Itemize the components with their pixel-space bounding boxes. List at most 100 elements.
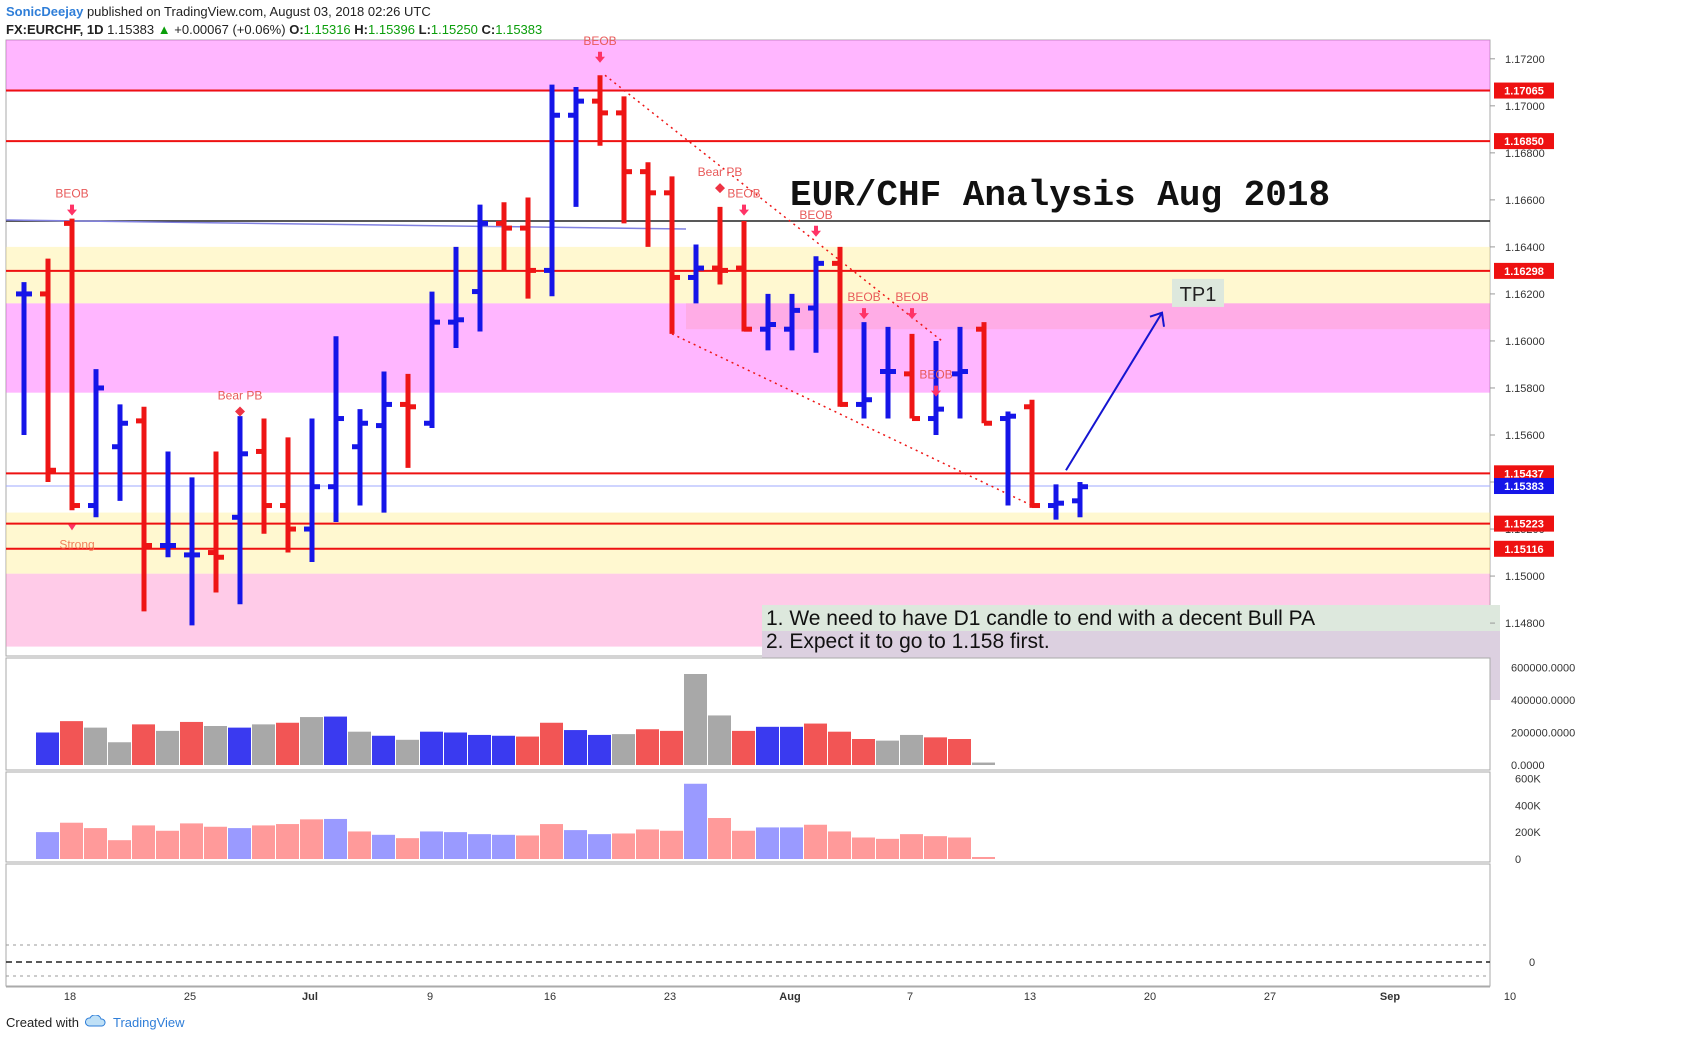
volume-tick-label: 0.0000: [1511, 760, 1545, 772]
x-tick-label: 9: [427, 991, 433, 1003]
y-tick-label: 1.17200: [1505, 54, 1545, 66]
low-value: 1.15250: [430, 22, 478, 37]
volume2-bar: [396, 838, 419, 859]
beob-arrow-icon: [859, 308, 869, 320]
price-label-text: 1.16298: [1504, 266, 1544, 278]
y-tick-label: 1.14800: [1505, 618, 1545, 630]
volume-bar: [420, 731, 443, 765]
volume-bar: [660, 730, 683, 765]
tp1-label: TP1: [1180, 284, 1217, 306]
volume-bar: [948, 739, 971, 765]
high-label: H:: [354, 22, 368, 37]
volume-bar: [228, 727, 251, 765]
volume-bar: [156, 730, 179, 765]
x-tick-label: 7: [907, 991, 913, 1003]
zone-box: [6, 303, 1490, 393]
volume2-bar: [228, 828, 251, 859]
volume-bar: [684, 674, 707, 765]
volume-bar: [876, 740, 899, 765]
note-line: 1. We need to have D1 candle to end with…: [766, 607, 1315, 630]
volume2-bar: [708, 818, 731, 859]
change-value: +0.00067 (+0.06%): [174, 22, 286, 37]
volume-bar: [276, 722, 299, 765]
volume-bar: [252, 724, 275, 765]
marker-label: BEOB: [847, 290, 880, 304]
volume-bar: [372, 735, 395, 765]
volume2-bar: [300, 819, 323, 859]
volume-bar: [132, 724, 155, 765]
volume-bar: [756, 726, 779, 765]
y-tick-label: 1.15000: [1505, 571, 1545, 583]
volume2-bar: [36, 832, 59, 859]
marker-label: Strong: [59, 537, 94, 551]
tradingview-link[interactable]: TradingView: [112, 1015, 185, 1030]
beob-arrow-icon: [67, 204, 77, 216]
volume2-bar: [132, 825, 155, 859]
price-pane: [5, 39, 1491, 657]
x-tick-label: 25: [184, 991, 196, 1003]
y-tick-label: 1.17000: [1505, 101, 1545, 113]
chart-title: EUR/CHF Analysis Aug 2018: [790, 175, 1330, 216]
volume-bar: [828, 731, 851, 765]
zone-box: [6, 40, 1490, 92]
price-label-badge: [1494, 133, 1554, 150]
volume-bar: [84, 727, 107, 765]
publish-text: published on TradingView.com, August 03,…: [86, 4, 431, 19]
volume-bar: [396, 739, 419, 765]
price-label-text: 1.15116: [1504, 544, 1543, 556]
price-label-badge: [1494, 262, 1554, 279]
volume-bar: [204, 726, 227, 765]
ohlc-legend: FX:EURCHF, 1D 1.15383 ▲ +0.00067 (+0.06%…: [6, 22, 542, 37]
x-tick-label: 18: [64, 991, 76, 1003]
volume-bar: [924, 737, 947, 765]
change-up-icon: ▲: [157, 22, 171, 37]
volume2-bar: [516, 835, 539, 859]
volume2-bar: [492, 834, 515, 859]
volume-bar: [588, 734, 611, 765]
zone-box: [6, 246, 1490, 304]
volume2-bar: [444, 832, 467, 859]
volume-bar: [540, 722, 563, 765]
volume-bar: [324, 716, 347, 765]
volume2-bar: [828, 831, 851, 859]
author-link[interactable]: SonicDeejay: [6, 4, 84, 19]
volume-bar: [492, 735, 515, 765]
x-tick-label: Sep: [1380, 991, 1400, 1003]
volume2-bar: [276, 824, 299, 859]
volume2-bar: [900, 834, 923, 859]
volume2-bar: [84, 828, 107, 859]
chart-canvas[interactable]: BEOB Strong Bear PB BEOB Bear PB BEOB BEOB BEOB…: [0, 0, 1708, 1010]
y-tick-label: 1.15600: [1505, 430, 1545, 442]
volume-bar: [804, 723, 827, 765]
volume2-bar: [252, 825, 275, 859]
volume-bar: [108, 742, 131, 765]
volume-bar: [708, 715, 731, 765]
price-label-badge: [1494, 82, 1554, 99]
bear-pb-marker-icon: [715, 183, 725, 194]
beob-arrow-icon: [907, 308, 917, 320]
price-label-text: 1.17065: [1504, 86, 1544, 98]
price-label-text: 1.15223: [1504, 519, 1544, 531]
open-value: 1.15316: [303, 22, 351, 37]
volume2-bar: [180, 823, 203, 859]
volume2-bar: [636, 829, 659, 859]
volume-bar: [780, 726, 803, 765]
volume-bar: [468, 734, 491, 765]
volume-bar: [516, 736, 539, 765]
note-line: 2. Expect it to go to 1.158 first.: [766, 630, 1050, 653]
marker-label: BEOB: [55, 187, 88, 201]
price-label-text: 1.16850: [1504, 136, 1544, 148]
notes-box-top: [762, 605, 1500, 631]
volume2-bar: [372, 834, 395, 859]
price-label-text: 1.15437: [1504, 468, 1544, 480]
price-label-badge: [1494, 515, 1554, 532]
volume-bar: [300, 717, 323, 765]
marker-label: BEOB: [727, 187, 760, 201]
volume2-bar: [156, 830, 179, 859]
volume2-bar: [972, 856, 995, 859]
volume-bar: [180, 721, 203, 765]
close-value: 1.15383: [495, 22, 543, 37]
volume2-tick-label: 0: [1515, 854, 1521, 866]
volume2-bar: [732, 830, 755, 859]
last-price: 1.15383: [107, 22, 155, 37]
